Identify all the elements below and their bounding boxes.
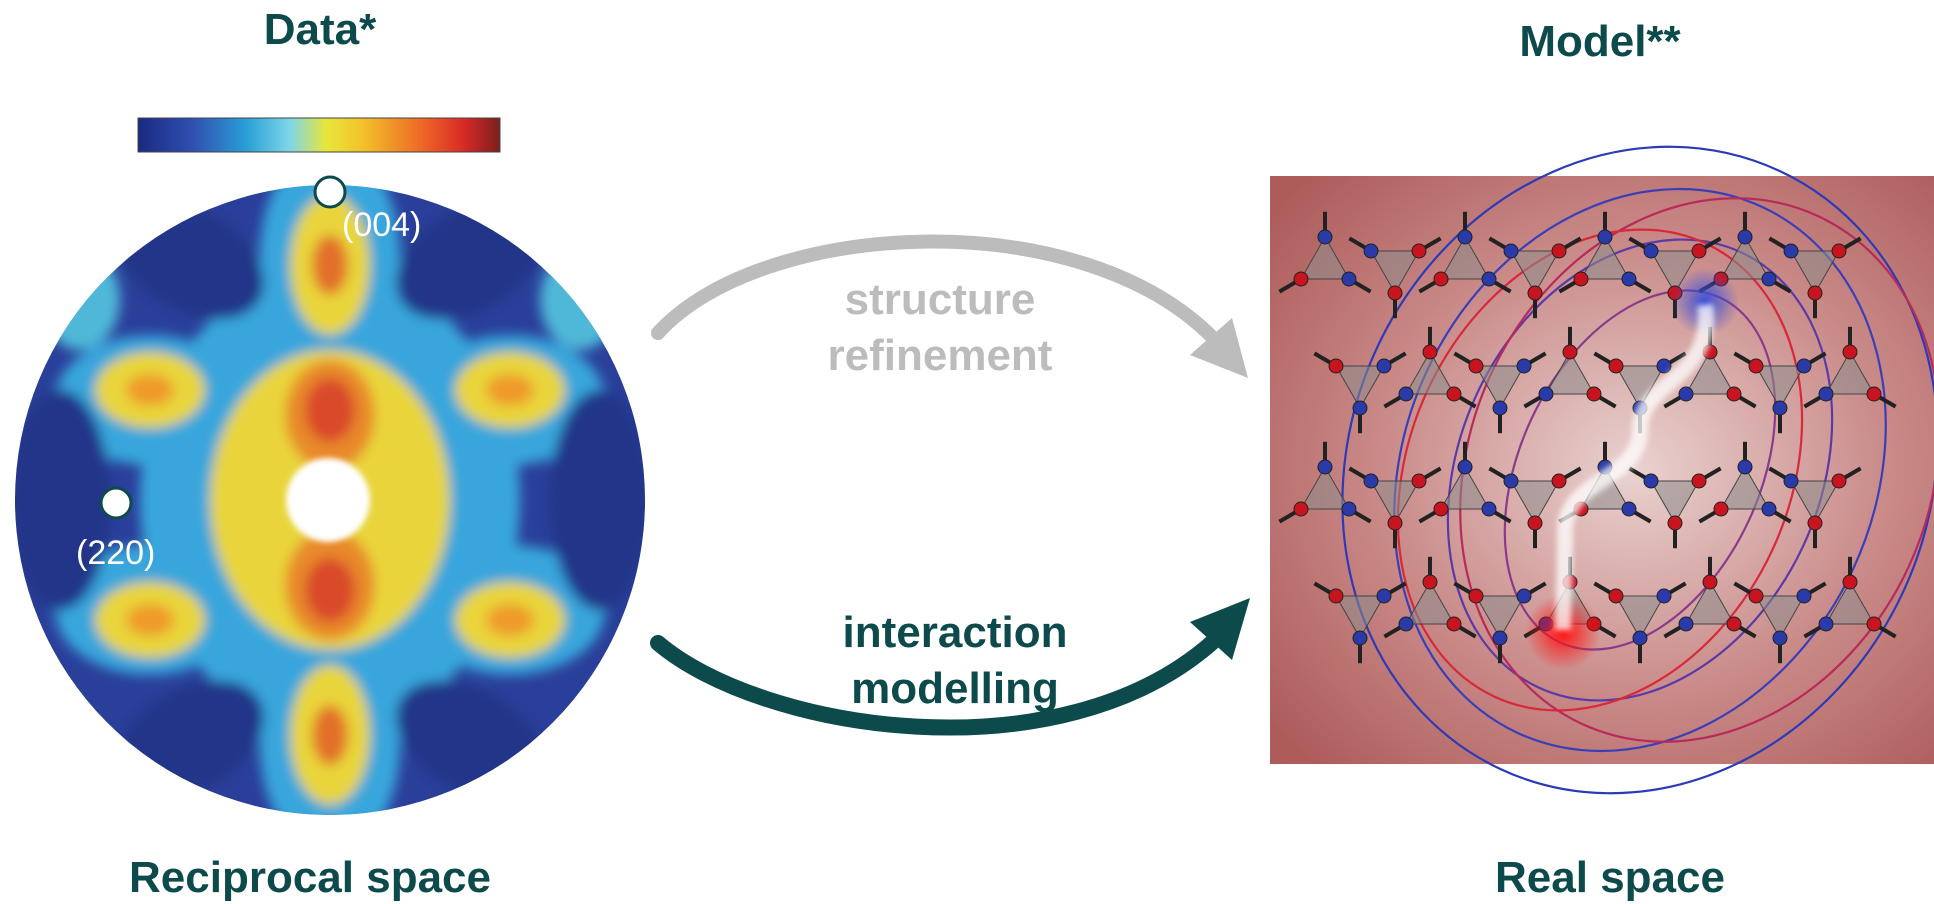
structure-refinement-arrow: [651, 234, 1222, 347]
reflection-220-label: (220): [76, 534, 156, 572]
reciprocal-space-caption: Reciprocal space: [129, 853, 491, 902]
reflection-220-marker: [99, 486, 133, 520]
spin-model-panel: [1270, 145, 1934, 795]
model-heading: Model**: [1519, 17, 1681, 66]
interaction-modelling-line1: interaction: [842, 608, 1068, 657]
structure-refinement-arrowhead: [1190, 318, 1248, 378]
reflection-004-marker: [313, 175, 347, 209]
interaction-modelling-line2: modelling: [851, 664, 1059, 713]
interaction-modelling-label: interaction modelling: [790, 605, 1120, 717]
structure-refinement-line2: refinement: [827, 331, 1053, 380]
interaction-modelling-arrow: [650, 632, 1223, 736]
structure-refinement-line1: structure: [844, 275, 1036, 324]
colorbar: [137, 117, 501, 153]
interaction-modelling-arrowhead: [1190, 598, 1250, 660]
structure-refinement-label: structure refinement: [770, 272, 1110, 384]
reflection-004-label: (004): [342, 206, 422, 244]
real-space-caption: Real space: [1495, 853, 1725, 902]
data-heading: Data*: [263, 5, 377, 54]
diffraction-pattern: [15, 185, 645, 815]
